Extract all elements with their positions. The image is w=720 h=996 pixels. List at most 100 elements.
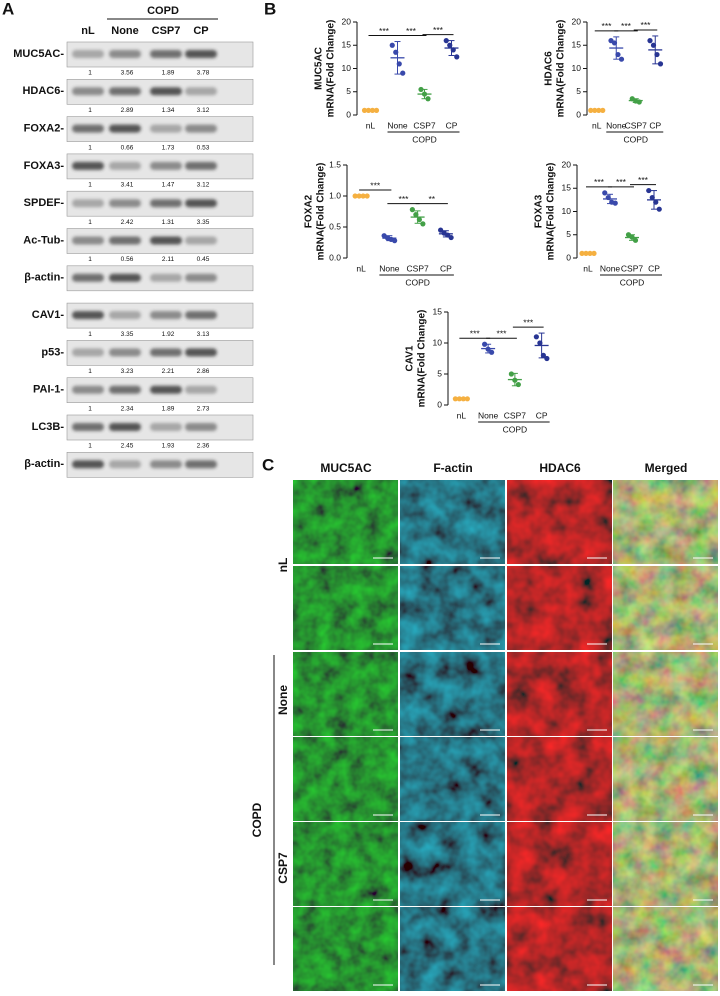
micrograph <box>507 907 612 991</box>
band <box>150 348 182 357</box>
x-tick-label: None <box>379 263 400 273</box>
micrograph <box>400 480 505 564</box>
y-tick-label: 0 <box>437 399 442 409</box>
band <box>185 311 217 320</box>
data-point <box>400 70 406 76</box>
quant-value: 0.45 <box>197 256 210 263</box>
x-tick-label: nL <box>356 263 366 273</box>
data-point <box>508 371 514 377</box>
micrograph <box>400 652 505 736</box>
quant-value: 1 <box>88 182 92 189</box>
y-tick-label: 20 <box>572 16 582 26</box>
band <box>150 311 182 320</box>
band <box>109 161 141 170</box>
band <box>185 199 217 208</box>
y-tick-label: 15 <box>433 306 443 316</box>
sig-label: *** <box>406 26 417 36</box>
sig-label: *** <box>399 194 410 204</box>
group-label: COPD <box>405 277 430 287</box>
blot-label: HDAC6- <box>22 85 64 97</box>
band <box>109 87 141 96</box>
data-point <box>489 349 495 355</box>
data-point <box>392 238 398 244</box>
quant-value: 3.78 <box>197 70 210 77</box>
micrograph <box>507 652 612 736</box>
panel-label: C <box>262 455 274 474</box>
quant-value: 1.89 <box>162 70 175 77</box>
data-point <box>438 227 444 233</box>
sig-label: *** <box>641 20 652 30</box>
micrograph <box>613 822 718 906</box>
quant-value: 3.12 <box>197 182 210 189</box>
quant-value: 1 <box>88 70 92 77</box>
micrograph <box>507 566 612 650</box>
y-title: MUC5AC <box>314 47 325 90</box>
data-point <box>389 42 395 48</box>
y-tick-label: 20 <box>342 16 352 26</box>
blot-label: MUC5AC- <box>13 48 64 60</box>
data-point <box>544 355 550 362</box>
y-label: mRNA(Fold Change) <box>546 163 557 261</box>
micrograph <box>613 907 718 991</box>
micrograph <box>400 737 505 821</box>
micrograph <box>293 907 398 991</box>
y-label: mRNA(Fold Change) <box>316 163 327 261</box>
data-point <box>454 54 460 60</box>
quant-value: 1 <box>88 219 92 226</box>
sig-label: *** <box>370 180 381 190</box>
row-label: None <box>276 685 290 715</box>
band <box>109 273 141 282</box>
micrograph <box>293 652 398 736</box>
band <box>109 50 141 58</box>
y-tick-label: 0 <box>576 109 581 119</box>
y-tick-label: 0 <box>346 109 351 119</box>
x-tick-label: None <box>606 120 627 130</box>
data-point <box>448 234 454 241</box>
quant-value: 3.35 <box>197 219 210 226</box>
data-point <box>418 86 424 93</box>
band <box>185 50 217 58</box>
band <box>72 199 104 208</box>
y-label: mRNA(Fold Change) <box>556 20 567 118</box>
band <box>185 273 217 282</box>
quant-value: 1 <box>88 443 92 450</box>
blot-label: FOXA2- <box>24 123 65 135</box>
x-tick-label: CP <box>446 120 458 130</box>
band <box>185 87 217 96</box>
x-tick-label: CSP7 <box>413 120 435 130</box>
sig-label: *** <box>616 177 627 187</box>
panel-label: B <box>264 0 276 18</box>
quant-value: 2.36 <box>197 443 210 450</box>
data-point <box>533 334 539 340</box>
row-label: CSP7 <box>276 852 290 884</box>
band <box>72 273 104 282</box>
quant-value: 2.42 <box>121 219 134 226</box>
y-label: mRNA(Fold Change) <box>326 20 337 118</box>
quant-value: 1.31 <box>162 219 175 226</box>
band <box>109 311 141 320</box>
quant-value: 2.21 <box>162 368 175 375</box>
quant-value: 2.45 <box>121 443 134 450</box>
band <box>109 236 141 245</box>
y-tick-label: 5 <box>346 86 351 96</box>
y-tick-label: 5 <box>437 368 442 378</box>
quant-value: 1 <box>88 405 92 412</box>
x-tick-label: nL <box>583 263 593 273</box>
band <box>109 199 141 208</box>
quant-value: 1.73 <box>162 144 175 151</box>
quant-value: 2.89 <box>121 107 134 114</box>
channel-label: Merged <box>645 461 688 475</box>
sig-label: ** <box>428 194 435 204</box>
group-label: COPD <box>412 134 437 144</box>
row-label: nL <box>276 558 290 573</box>
band <box>72 50 104 58</box>
blot-label: PAI-1- <box>33 384 64 396</box>
data-point <box>647 38 653 44</box>
group-label: COPD <box>503 424 528 434</box>
micrograph <box>400 907 505 991</box>
y-title: FOXA2 <box>304 194 315 228</box>
micrograph <box>293 822 398 906</box>
band <box>72 87 104 96</box>
channel-label: HDAC6 <box>539 461 581 475</box>
x-tick-label: CSP7 <box>407 263 429 273</box>
